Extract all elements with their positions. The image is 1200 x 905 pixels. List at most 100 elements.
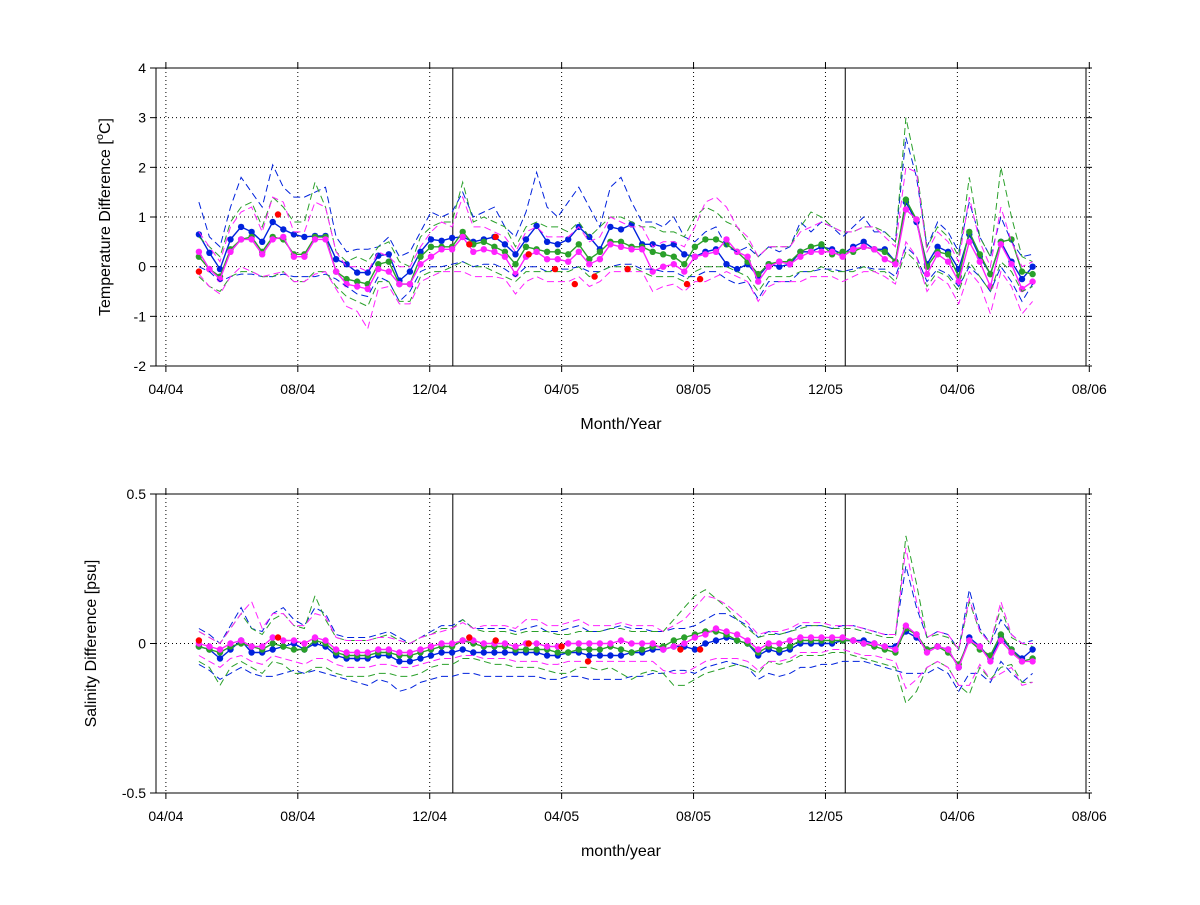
data-point-magenta	[237, 236, 245, 243]
data-point-green	[691, 243, 699, 250]
data-point-magenta	[290, 637, 298, 644]
data-point-magenta	[301, 253, 308, 260]
data-point-green	[522, 243, 530, 250]
data-point-red	[696, 646, 704, 653]
data-point-blue	[438, 649, 445, 656]
data-point-magenta	[396, 280, 403, 288]
series-magenta-dashed-line	[198, 240, 1033, 331]
x-tick-label: 12/04	[412, 381, 447, 397]
data-point-magenta	[828, 634, 836, 641]
data-point-magenta	[881, 643, 888, 650]
data-point-blue	[607, 652, 614, 659]
data-point-blue	[617, 652, 625, 659]
data-point-green	[755, 270, 762, 278]
data-point-magenta	[733, 631, 741, 638]
data-point-magenta	[543, 643, 551, 650]
data-point-magenta	[448, 246, 456, 253]
data-point-magenta	[881, 256, 888, 263]
data-point-blue	[776, 263, 783, 270]
data-point-magenta	[733, 248, 741, 255]
data-point-green	[617, 238, 625, 245]
data-point-blue	[565, 236, 572, 243]
data-point-magenta	[997, 637, 1005, 644]
data-point-magenta	[269, 634, 276, 641]
y-tick-label: -1	[134, 308, 147, 324]
data-point-magenta	[322, 637, 329, 644]
data-point-blue	[406, 268, 414, 275]
data-point-blue	[1018, 275, 1026, 283]
data-point-red	[492, 637, 499, 644]
data-point-blue	[934, 243, 941, 250]
data-point-magenta	[902, 622, 910, 629]
data-point-magenta	[987, 658, 994, 665]
data-point-blue	[1029, 263, 1036, 270]
data-point-blue	[406, 658, 414, 665]
data-point-magenta	[565, 640, 572, 647]
data-point-magenta	[607, 640, 614, 647]
data-point-green	[354, 278, 361, 285]
data-point-green	[596, 248, 604, 255]
data-point-magenta	[269, 236, 276, 243]
x-tick-label: 08/06	[1072, 381, 1107, 397]
data-point-green	[712, 236, 720, 243]
data-point-blue	[417, 655, 424, 662]
series-magenta-dashed-line	[198, 166, 1033, 273]
data-point-magenta	[617, 243, 625, 250]
data-point-magenta	[575, 248, 582, 255]
data-point-magenta	[944, 646, 952, 653]
x-tick-label: 12/05	[808, 808, 843, 824]
data-point-green	[649, 248, 656, 255]
data-point-red	[274, 634, 282, 641]
data-point-magenta	[216, 646, 224, 653]
data-point-green	[818, 241, 825, 248]
data-point-magenta	[417, 261, 424, 268]
data-point-green	[290, 646, 298, 653]
x-tick-label: 08/05	[676, 381, 711, 397]
data-point-blue	[512, 251, 519, 258]
data-point-magenta	[406, 280, 414, 288]
data-point-blue	[216, 655, 224, 662]
data-point-magenta	[343, 649, 350, 656]
data-point-blue	[427, 652, 435, 659]
data-point-green	[512, 261, 519, 268]
data-point-blue	[660, 243, 667, 250]
data-point-green	[839, 248, 846, 255]
y-tick-label: 3	[138, 110, 146, 126]
data-point-red	[274, 211, 282, 218]
data-point-magenta	[649, 640, 656, 647]
data-point-magenta	[237, 637, 245, 644]
data-point-blue	[248, 228, 255, 236]
data-point-magenta	[944, 258, 952, 265]
data-point-magenta	[501, 640, 509, 647]
data-point-magenta	[259, 643, 266, 650]
data-point-red	[683, 280, 691, 288]
data-point-magenta	[1029, 278, 1036, 285]
data-point-magenta	[818, 248, 825, 255]
data-point-green	[575, 241, 582, 248]
data-point-magenta	[660, 646, 667, 653]
data-point-blue	[723, 261, 730, 268]
data-point-magenta	[459, 637, 466, 644]
data-point-green	[575, 646, 582, 653]
data-point-magenta	[839, 253, 846, 260]
data-point-red	[584, 658, 592, 665]
data-point-magenta	[406, 649, 414, 656]
data-point-green	[417, 253, 424, 260]
data-point-magenta	[427, 643, 435, 650]
y-tick-label: 2	[138, 159, 146, 175]
x-tick-label: 12/05	[808, 381, 843, 397]
data-point-blue	[1029, 646, 1036, 653]
x-tick-label: 04/04	[148, 381, 183, 397]
x-tick-label: 04/06	[940, 381, 975, 397]
x-tick-label: 04/05	[544, 381, 579, 397]
data-point-blue	[206, 249, 213, 256]
data-point-magenta	[396, 649, 403, 656]
data-point-green	[343, 275, 350, 283]
data-point-magenta	[871, 640, 878, 647]
data-point-blue	[691, 646, 699, 653]
data-point-magenta	[818, 634, 825, 641]
data-point-green	[459, 228, 466, 236]
data-point-magenta	[691, 253, 699, 260]
data-point-green	[776, 646, 783, 653]
data-point-magenta	[364, 285, 371, 293]
